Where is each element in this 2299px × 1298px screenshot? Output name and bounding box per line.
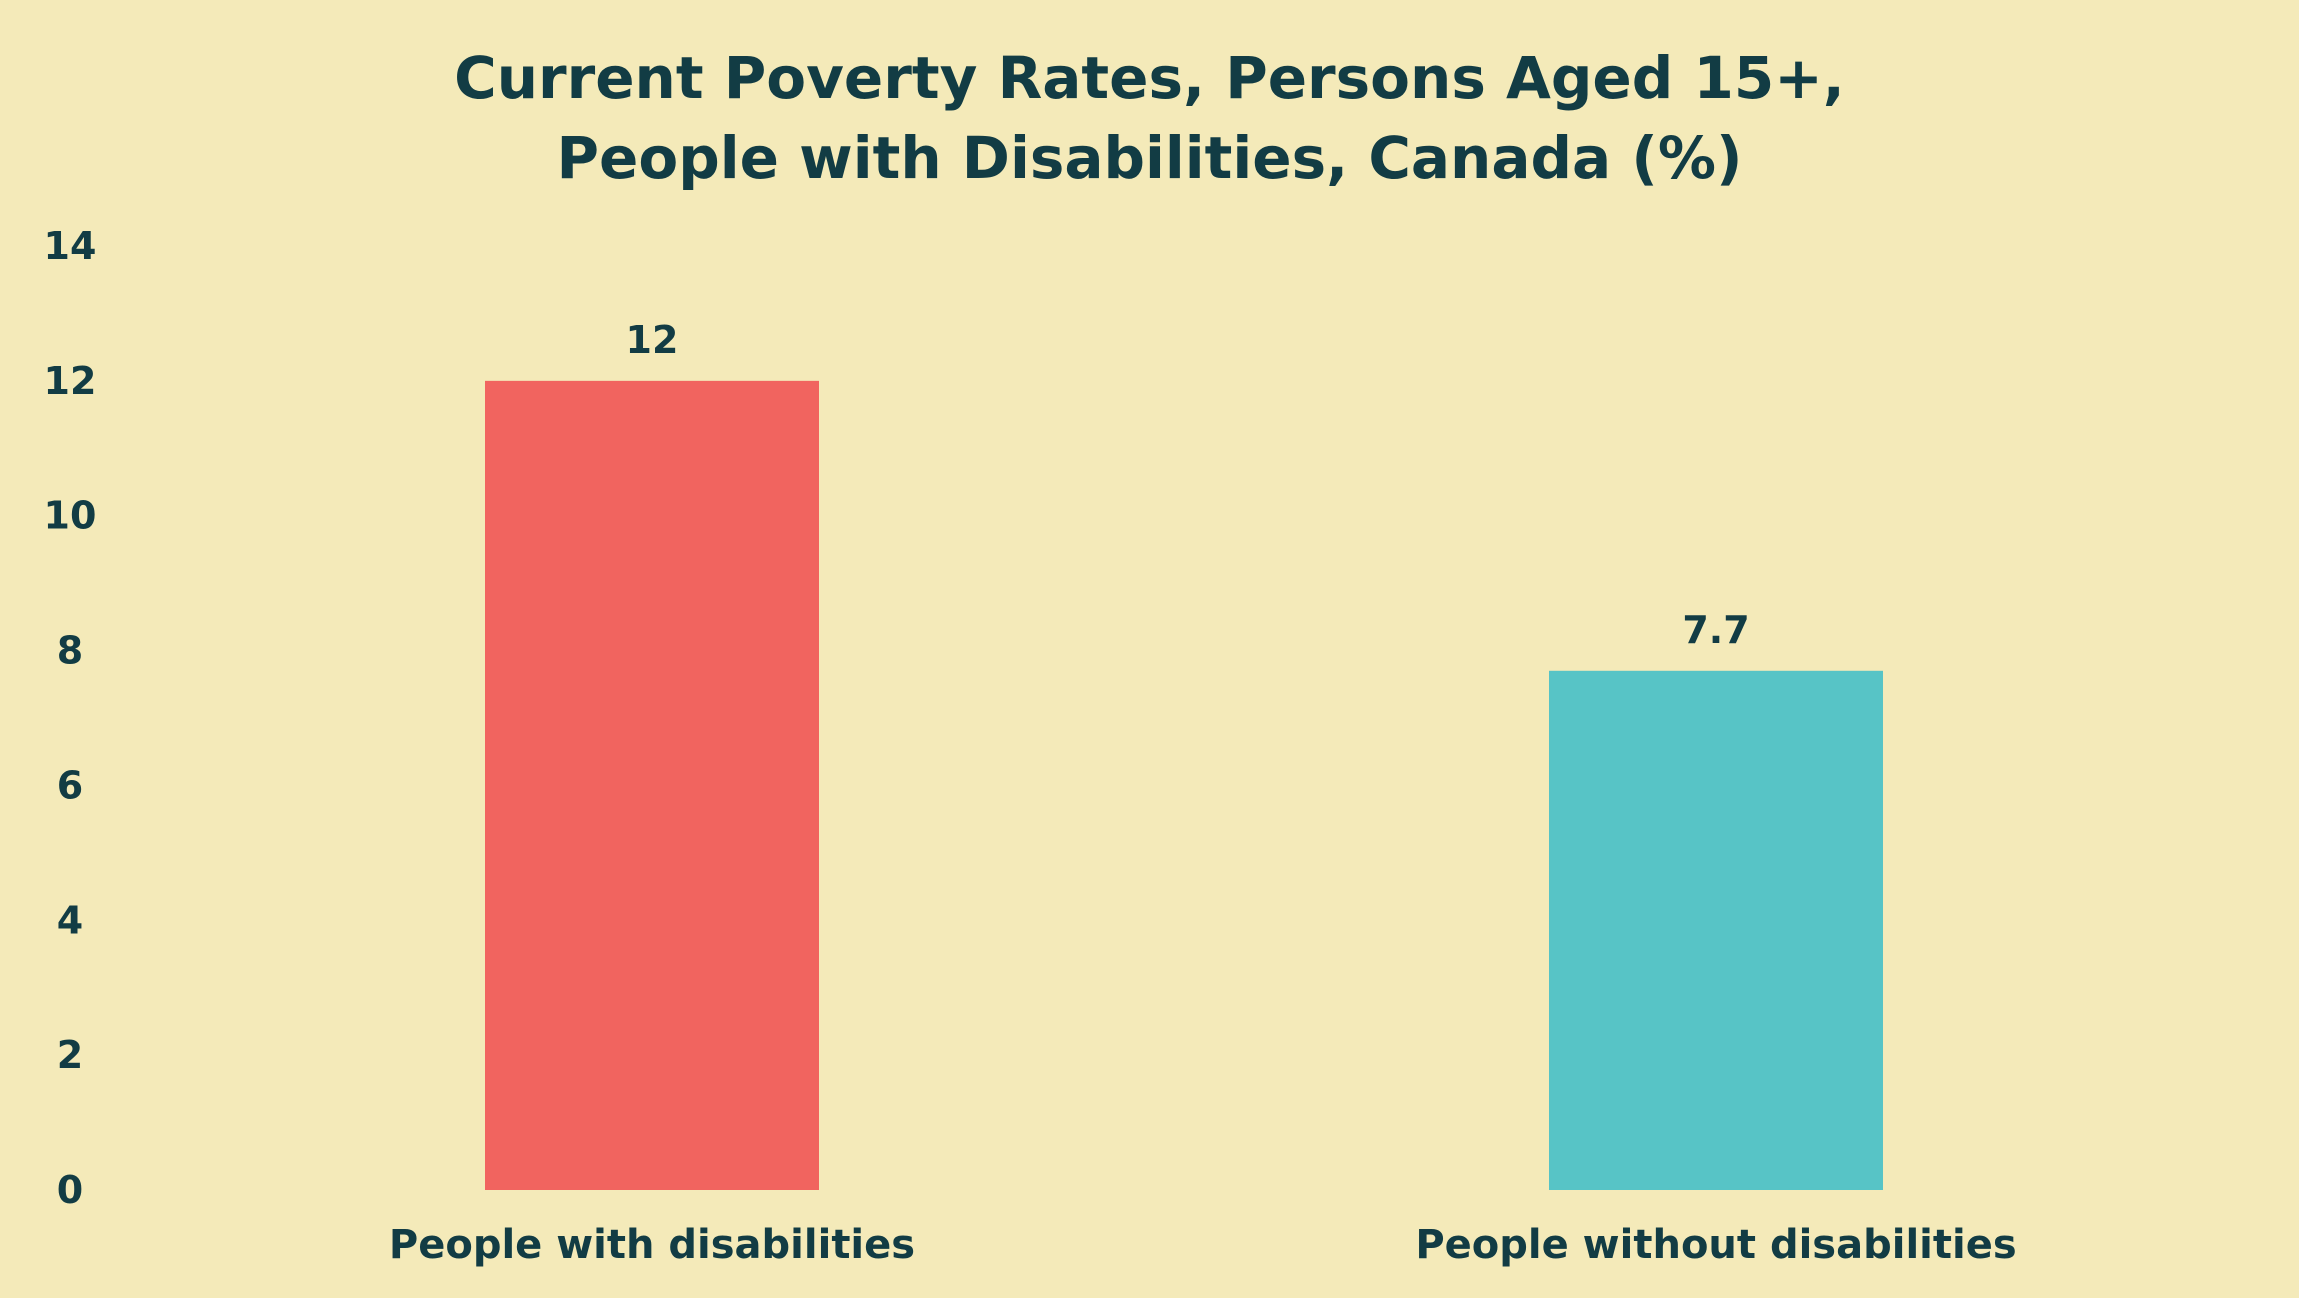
- y-tick-label: 8: [57, 629, 83, 673]
- y-tick-label: 14: [44, 224, 97, 268]
- data-label: 7.7: [1682, 608, 1749, 652]
- y-tick-label: 6: [57, 763, 83, 807]
- chart-title-line-2: People with Disabilities, Canada (%): [556, 124, 1743, 192]
- x-category-label: People with disabilities: [389, 1222, 915, 1268]
- y-tick-label: 4: [57, 898, 83, 942]
- y-tick-label: 10: [44, 494, 97, 538]
- bar: [485, 380, 819, 1190]
- bar: [1549, 670, 1883, 1190]
- y-tick-label: 12: [44, 359, 97, 403]
- y-tick-label: 0: [57, 1168, 83, 1212]
- chart-title-line-1: Current Poverty Rates, Persons Aged 15+,: [454, 44, 1845, 112]
- data-label: 12: [626, 318, 679, 362]
- y-tick-label: 2: [57, 1033, 83, 1077]
- x-category-label: People without disabilities: [1415, 1222, 2016, 1268]
- chart-title: Current Poverty Rates, Persons Aged 15+,…: [0, 38, 2299, 198]
